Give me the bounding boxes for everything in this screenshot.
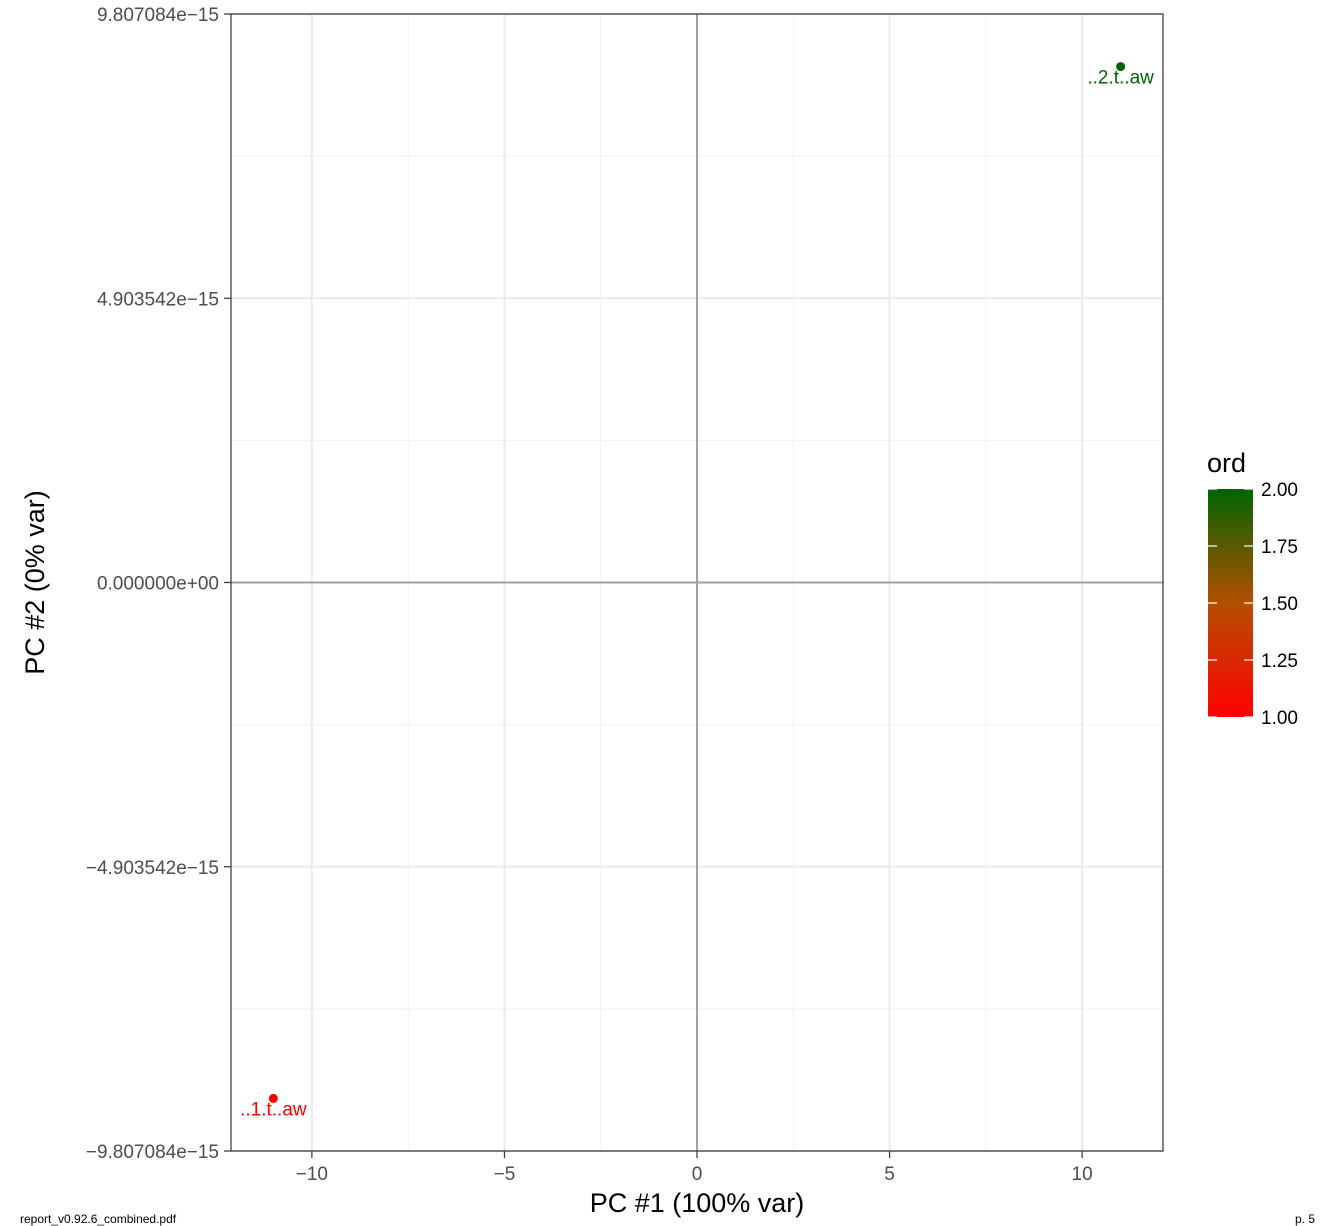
data-point xyxy=(1116,62,1126,72)
x-tick-label: −10 xyxy=(296,1164,328,1185)
footer-filename: report_v0.92.6_combined.pdf xyxy=(20,1212,177,1226)
reference-lines xyxy=(231,14,1163,1151)
axes: −10 −5 0 5 10 9.807084e−15 4.903542e−15 0.00000… xyxy=(86,5,1093,1185)
legend-tick-label: 1.25 xyxy=(1261,651,1298,672)
y-tick-label: −4.903542e−15 xyxy=(86,858,219,879)
x-tick-label: 5 xyxy=(884,1164,895,1185)
y-tick-label: 9.807084e−15 xyxy=(97,5,219,26)
legend: ord 2.00 1.75 1.50 1.25 1.00 xyxy=(1207,448,1298,729)
y-tick-label: 4.903542e−15 xyxy=(97,289,219,310)
data-point xyxy=(268,1093,278,1103)
legend-tick-label: 1.75 xyxy=(1261,537,1298,558)
y-axis-title: PC #2 (0% var) xyxy=(20,490,50,675)
legend-tick-label: 1.00 xyxy=(1261,708,1298,729)
data-point-label: ..1.t..aw xyxy=(240,1099,307,1120)
data-points: ..1.t..aw ..2.t..aw xyxy=(240,62,1154,1120)
legend-tick-label: 2.00 xyxy=(1261,480,1298,501)
x-axis-title: PC #1 (100% var) xyxy=(590,1188,805,1218)
data-point-label: ..2.t..aw xyxy=(1087,68,1154,89)
legend-title: ord xyxy=(1207,448,1246,478)
x-tick-label: 0 xyxy=(692,1164,703,1185)
y-tick-label: 0.000000e+00 xyxy=(97,574,219,595)
y-tick-label: −9.807084e−15 xyxy=(86,1142,219,1163)
x-tick-label: 10 xyxy=(1072,1164,1093,1185)
x-tick-label: −5 xyxy=(494,1164,516,1185)
legend-tick-label: 1.50 xyxy=(1261,594,1298,615)
footer-page-number: p. 5 xyxy=(1294,1212,1315,1226)
